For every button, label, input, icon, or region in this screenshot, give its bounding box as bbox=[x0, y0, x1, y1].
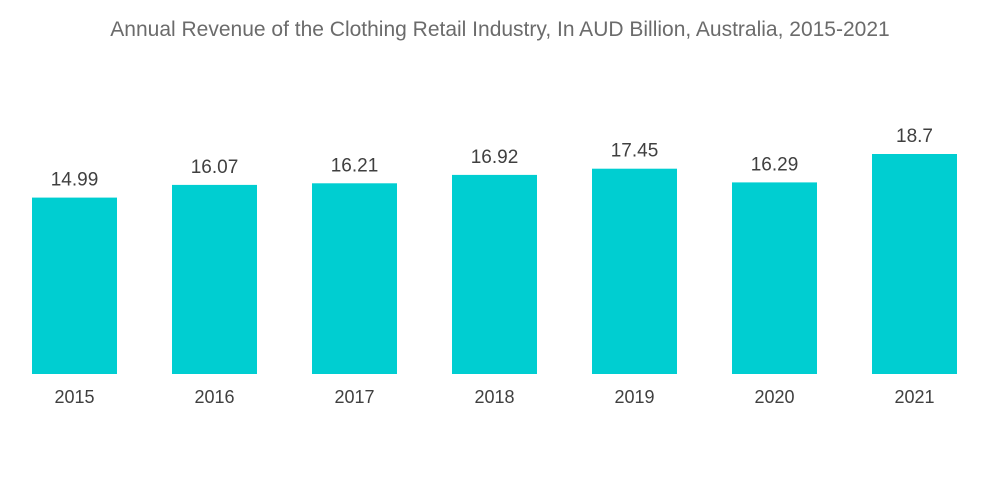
bar-2016 bbox=[172, 184, 257, 374]
x-tick-label-2016: 2016 bbox=[194, 387, 234, 407]
bar-2020 bbox=[732, 182, 817, 374]
bar-value-label-2017: 16.21 bbox=[331, 155, 379, 176]
bar-value-label-2021: 18.7 bbox=[896, 126, 933, 147]
bar-value-label-2018: 16.92 bbox=[471, 147, 519, 168]
bar-2015 bbox=[32, 197, 117, 374]
bar-value-label-2020: 16.29 bbox=[751, 154, 799, 175]
x-tick-label-2015: 2015 bbox=[54, 387, 94, 407]
bar-2019 bbox=[592, 168, 677, 374]
x-tick-label-2020: 2020 bbox=[754, 387, 794, 407]
chart-title: Annual Revenue of the Clothing Retail In… bbox=[110, 18, 890, 41]
x-tick-label-2021: 2021 bbox=[894, 387, 934, 407]
bar-labels-group: 14.99 16.07 16.21 16.92 17.45 16.29 18.7 bbox=[51, 126, 933, 191]
x-axis-ticks: 2015 2016 2017 2018 2019 2020 2021 bbox=[54, 387, 934, 407]
bar-value-label-2016: 16.07 bbox=[191, 157, 239, 178]
x-tick-label-2017: 2017 bbox=[334, 387, 374, 407]
x-tick-label-2019: 2019 bbox=[614, 387, 654, 407]
bar-value-label-2019: 17.45 bbox=[611, 141, 659, 162]
bar-2017 bbox=[312, 183, 397, 374]
x-tick-label-2018: 2018 bbox=[474, 387, 514, 407]
bar-2021 bbox=[872, 154, 957, 374]
bar-value-label-2015: 14.99 bbox=[51, 170, 99, 191]
bars-group bbox=[32, 154, 957, 374]
bar-2018 bbox=[452, 174, 537, 374]
